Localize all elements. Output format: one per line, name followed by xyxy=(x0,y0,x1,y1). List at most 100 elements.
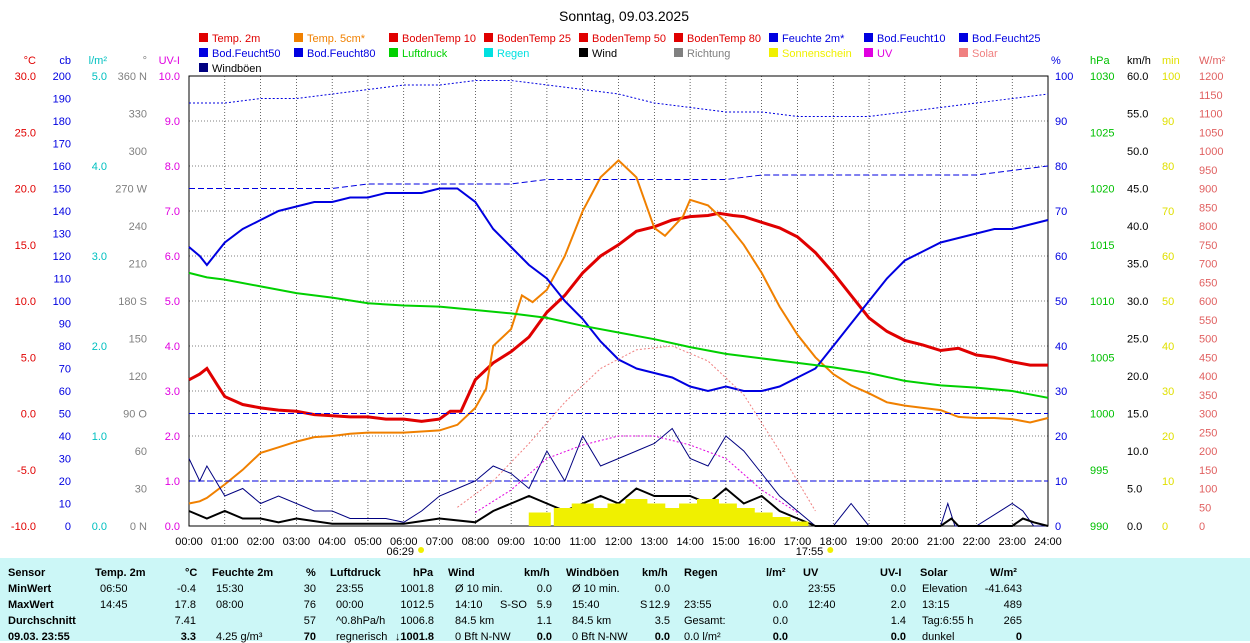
stats-cell-solar_t: 13:15 xyxy=(922,599,950,611)
legend-swatch xyxy=(484,48,493,57)
sunshine-bar xyxy=(679,503,702,526)
legend-swatch xyxy=(389,33,398,42)
stats-cell-boen_t: Ø 10 min. xyxy=(572,583,620,595)
stats-cell-luft_v: 1012.5 xyxy=(400,599,434,611)
legend-swatch xyxy=(294,48,303,57)
left-axis-tick-label: 90 xyxy=(59,319,71,331)
left-axis-tick-label: 30 xyxy=(59,454,71,466)
stats-cell-solar_v: 0 xyxy=(1015,631,1022,643)
right-axis-tick-label: 60 xyxy=(1162,251,1174,263)
stats-cell-temp_v: 7.41 xyxy=(174,615,196,627)
stats-cell-label: MinWert xyxy=(8,583,52,595)
left-axis-tick-label: 100 xyxy=(53,296,71,308)
legend-label: Luftdruck xyxy=(402,48,448,60)
left-axis-tick-label: 40 xyxy=(59,431,71,443)
x-axis-tick-label: 11:00 xyxy=(569,536,596,548)
legend-label: Temp. 2m xyxy=(212,33,260,45)
legend-label: UV xyxy=(877,48,893,60)
right-axis-tick-label: 80 xyxy=(1055,161,1067,173)
left-axis-tick-label: 130 xyxy=(53,229,71,241)
x-axis-tick-label: 22:00 xyxy=(963,536,991,548)
left-axis-tick-label: 70 xyxy=(59,364,71,376)
right-axis-tick-label: 1020 xyxy=(1090,184,1114,196)
left-axis-tick-label: 0.0 xyxy=(92,521,107,533)
stats-header-solar: Solar xyxy=(920,567,948,579)
sunshine-bar xyxy=(571,503,594,526)
stats-header-windboen-unit: km/h xyxy=(642,567,668,579)
left-axis-tick-label: 2.0 xyxy=(165,431,180,443)
stats-cell-regen_v: 0.0 xyxy=(772,599,788,611)
right-axis-unit: km/h xyxy=(1127,55,1151,67)
stats-header-luftdruck-unit: hPa xyxy=(413,567,434,579)
right-axis-tick-label: 35.0 xyxy=(1127,259,1148,271)
stats-header-luftdruck: Luftdruck xyxy=(330,567,381,579)
right-axis-tick-label: 30.0 xyxy=(1127,296,1148,308)
left-axis-tick-label: 180 xyxy=(53,116,71,128)
right-axis-tick-label: 1015 xyxy=(1090,240,1114,252)
right-axis-tick-label: 80 xyxy=(1162,161,1174,173)
right-axis-tick-label: 750 xyxy=(1199,240,1217,252)
legend-swatch xyxy=(579,48,588,57)
series-line-temp-2m xyxy=(188,211,1048,423)
left-axis-tick-label: 30.0 xyxy=(15,71,36,83)
right-axis-tick-label: 0.0 xyxy=(1127,521,1142,533)
series-line-feuchte-2m- xyxy=(188,187,1049,393)
legend-swatch xyxy=(674,33,683,42)
left-axis-tick-label: 5.0 xyxy=(21,352,36,364)
stats-header-regen-unit: l/m² xyxy=(766,567,786,579)
stats-cell-boen_v: 0.0 xyxy=(654,631,670,643)
x-axis-tick-label: 15:00 xyxy=(712,536,740,548)
x-axis-tick-label: 24:00 xyxy=(1034,536,1062,548)
left-axis-tick-label: 240 xyxy=(129,221,147,233)
legend-label: Temp. 5cm* xyxy=(307,33,366,45)
stats-cell-temp_v: 3.3 xyxy=(180,631,196,643)
sunset-marker xyxy=(827,547,834,553)
left-axis-tick-label: 90 O xyxy=(123,409,147,421)
stats-cell-temp_t: 06:50 xyxy=(100,583,128,595)
legend-swatch xyxy=(959,48,968,57)
sunset-label: 17:55 xyxy=(796,546,824,558)
x-axis-tick-label: 20:00 xyxy=(891,536,919,548)
left-axis-tick-label: 10.0 xyxy=(15,296,36,308)
legend-swatch xyxy=(389,48,398,57)
left-axis-tick-label: 0 N xyxy=(130,521,147,533)
legend-label: Regen xyxy=(497,48,529,60)
stats-cell-feu_v: 57 xyxy=(303,615,316,627)
right-axis-tick-label: 0 xyxy=(1055,521,1061,533)
right-axis-tick-label: 350 xyxy=(1199,390,1217,402)
left-axis-tick-label: 360 N xyxy=(118,71,147,83)
right-axis-tick-label: 50 xyxy=(1162,296,1174,308)
left-axis-tick-label: 1.0 xyxy=(92,431,107,443)
left-axis-tick-label: 150 xyxy=(129,334,147,346)
stats-cell-regen_v: 0.0 xyxy=(772,615,788,627)
stats-cell-temp_t: 14:45 xyxy=(100,599,128,611)
right-axis-tick-label: 90 xyxy=(1055,116,1067,128)
x-axis-tick-label: 23:00 xyxy=(998,536,1026,548)
right-axis-tick-label: 1000 xyxy=(1090,409,1114,421)
legend-swatch xyxy=(864,33,873,42)
right-axis-tick-label: 150 xyxy=(1199,465,1217,477)
sunshine-bar xyxy=(643,503,666,526)
left-axis-tick-label: 120 xyxy=(129,371,147,383)
stats-header-wind: Wind xyxy=(448,567,475,579)
right-axis-tick-label: 900 xyxy=(1199,184,1217,196)
legend-swatch xyxy=(484,33,493,42)
left-axis-tick-label: 10 xyxy=(59,499,71,511)
stats-cell-boen_v: 12.9 xyxy=(648,599,670,611)
series-line-bod-feucht50 xyxy=(189,80,1049,117)
left-axis-tick-label: -5.0 xyxy=(17,465,36,477)
right-axis-tick-label: 0 xyxy=(1162,521,1168,533)
right-axis-tick-label: 950 xyxy=(1199,165,1217,177)
left-axis-tick-label: 110 xyxy=(53,274,71,286)
left-axis-tick-label: 50 xyxy=(59,409,71,421)
right-axis-tick-label: 700 xyxy=(1199,259,1217,271)
stats-cell-solar_t: Elevation xyxy=(922,583,968,595)
right-axis-tick-label: 600 xyxy=(1199,296,1217,308)
right-axis-tick-label: 10 xyxy=(1162,476,1174,488)
right-axis-tick-label: 10.0 xyxy=(1127,446,1148,458)
stats-cell-boen_v: 3.5 xyxy=(654,615,670,627)
left-axis-unit: ° xyxy=(143,55,147,67)
stats-cell-luft_v: 1001.8 xyxy=(400,583,434,595)
left-axis-tick-label: 15.0 xyxy=(15,240,36,252)
stats-cell-uv_v: 0.0 xyxy=(890,583,906,595)
